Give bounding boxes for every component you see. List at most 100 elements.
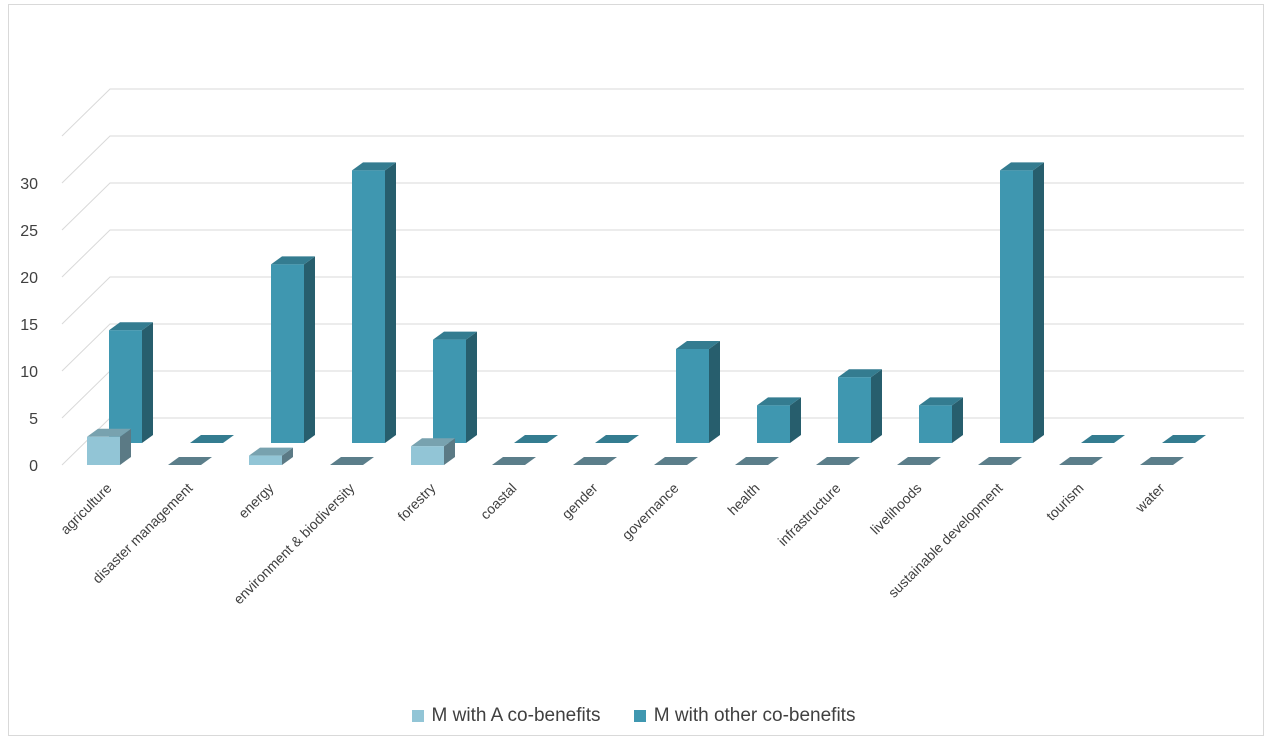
bar-a-cobenefits — [411, 438, 455, 465]
gridline — [61, 276, 1244, 325]
legend: M with A co-benefits M with other co-ben… — [0, 705, 1267, 728]
bar-side — [120, 428, 131, 465]
bar-top — [573, 457, 617, 465]
bar-a-cobenefits — [573, 457, 617, 465]
bar-top — [919, 397, 963, 406]
x-tick-label: tourism — [1043, 480, 1087, 524]
bar-a-cobenefits — [1140, 457, 1184, 465]
bar-front — [87, 436, 120, 465]
bar-top — [595, 435, 639, 443]
bar-front — [1000, 170, 1033, 443]
bar-top — [411, 438, 455, 447]
bar-front — [433, 339, 466, 443]
x-tick-label: energy — [235, 480, 277, 522]
bar-top — [1162, 435, 1206, 443]
legend-item-a-cobenefits: M with A co-benefits — [411, 705, 601, 727]
y-tick-label: 10 — [20, 364, 38, 381]
y-tick-label: 15 — [20, 317, 38, 334]
bar-top — [87, 428, 131, 437]
bar-a-cobenefits — [1059, 457, 1103, 465]
bar-side — [871, 369, 882, 443]
bar-top — [978, 457, 1022, 465]
bar-top — [676, 341, 720, 349]
bar-top — [1000, 162, 1044, 171]
bar-a-cobenefits — [330, 457, 374, 465]
x-tick-label: agriculture — [57, 480, 115, 538]
x-tick-label: forestry — [394, 480, 438, 524]
bar-side — [304, 256, 315, 443]
y-tick-label: 20 — [20, 270, 38, 287]
bar-other-cobenefits — [190, 435, 234, 443]
bar-front — [676, 349, 709, 443]
bar-top — [735, 457, 779, 465]
bar-side — [385, 162, 396, 443]
bar-top — [1140, 457, 1184, 465]
bars — [87, 162, 1206, 465]
bar-top — [1081, 435, 1125, 443]
bar-a-cobenefits — [735, 457, 779, 465]
bar-top — [249, 447, 293, 456]
y-tick-label: 5 — [29, 411, 38, 428]
bar-a-cobenefits — [168, 457, 212, 465]
bar-top — [433, 331, 477, 340]
bar-front — [109, 330, 142, 443]
bar-top — [838, 369, 882, 378]
bar-other-cobenefits — [109, 322, 153, 443]
bar-side — [282, 447, 293, 465]
gridline — [61, 417, 1244, 466]
x-tick-label: coastal — [477, 480, 520, 523]
x-tick-label: infrastructure — [775, 480, 844, 549]
x-tick-label: gender — [558, 480, 600, 522]
bar-front — [411, 446, 444, 465]
x-tick-label: governance — [619, 480, 682, 543]
bar-front — [757, 405, 790, 443]
bar-top — [897, 457, 941, 465]
bar-other-cobenefits — [433, 331, 477, 443]
legend-label-other-cobenefits: M with other co-benefits — [653, 705, 856, 726]
bar-top — [330, 457, 374, 465]
x-tick-label: water — [1131, 480, 1167, 516]
bar-other-cobenefits — [271, 256, 315, 443]
bar-other-cobenefits — [514, 435, 558, 443]
bar-top — [109, 322, 153, 331]
bar-top — [168, 457, 212, 465]
x-tick-label: health — [724, 480, 762, 518]
bar-front — [838, 377, 871, 443]
bar-top — [816, 457, 860, 465]
bar-a-cobenefits — [249, 447, 293, 465]
bar-side — [1033, 162, 1044, 443]
gridline — [61, 370, 1244, 419]
legend-swatch-other-cobenefits — [633, 710, 646, 722]
bar-top — [492, 457, 536, 465]
bar-top — [757, 397, 801, 406]
bar-side — [952, 397, 963, 443]
bar-a-cobenefits — [978, 457, 1022, 465]
bar-a-cobenefits — [492, 457, 536, 465]
x-tick-label: livelihoods — [867, 480, 925, 538]
bar-side — [790, 397, 801, 443]
y-tick-label: 0 — [29, 458, 38, 475]
bar-a-cobenefits — [816, 457, 860, 465]
legend-item-other-cobenefits: M with other co-benefits — [633, 705, 856, 727]
bar-other-cobenefits — [1162, 435, 1206, 443]
legend-swatch-a-cobenefits — [411, 710, 424, 722]
gridline — [61, 135, 1244, 184]
gridline — [61, 323, 1244, 372]
y-axis-ticks: 0 5 10 15 20 25 30 — [20, 176, 38, 475]
legend-label-a-cobenefits: M with A co-benefits — [431, 705, 601, 726]
gridline — [61, 229, 1244, 278]
gridlines — [61, 88, 1244, 466]
bar-other-cobenefits — [595, 435, 639, 443]
bar-a-cobenefits — [654, 457, 698, 465]
bar-side — [142, 322, 153, 443]
gridline — [61, 182, 1244, 231]
y-tick-label: 25 — [20, 223, 38, 240]
bar-other-cobenefits — [838, 369, 882, 443]
bar-other-cobenefits — [757, 397, 801, 443]
bar-top — [654, 457, 698, 465]
bar-top — [271, 256, 315, 265]
bar-side — [709, 341, 720, 443]
bar-side — [444, 438, 455, 465]
y-tick-label: 30 — [20, 176, 38, 193]
bar-top — [514, 435, 558, 443]
